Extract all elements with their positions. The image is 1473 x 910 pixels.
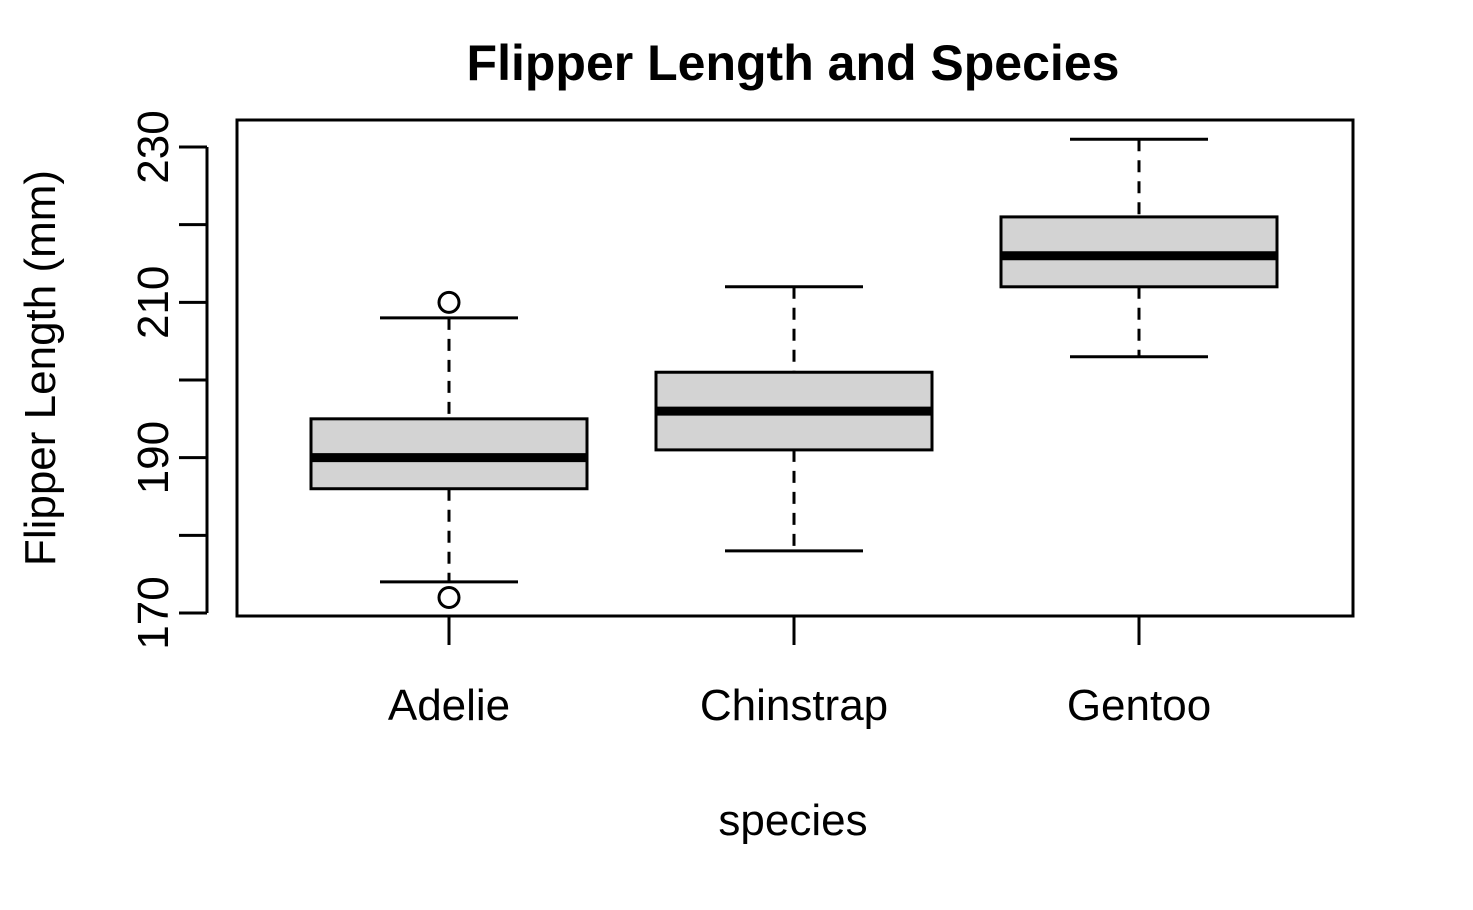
y-axis: 170 190 210 230 — [129, 110, 209, 650]
y-tick-label: 230 — [129, 110, 178, 183]
y-tick-label: 210 — [129, 266, 178, 339]
outlier-point — [437, 585, 461, 609]
x-tick-label: Chinstrap — [700, 681, 888, 730]
x-axis-label: species — [718, 796, 867, 845]
y-tick-label: 190 — [129, 421, 178, 494]
y-tick-label: 170 — [129, 576, 178, 649]
x-axis: Adelie Chinstrap Gentoo — [388, 616, 1211, 730]
x-tick-label: Adelie — [388, 681, 510, 730]
box-gentoo — [999, 137, 1279, 359]
box-adelie — [309, 290, 589, 609]
chart-title: Flipper Length and Species — [467, 35, 1120, 91]
y-axis-label: Flipper Length (mm) — [16, 170, 65, 566]
x-tick-label: Gentoo — [1067, 681, 1211, 730]
outlier-point — [437, 290, 461, 314]
box-chinstrap — [654, 285, 934, 553]
box-series — [309, 137, 1279, 609]
